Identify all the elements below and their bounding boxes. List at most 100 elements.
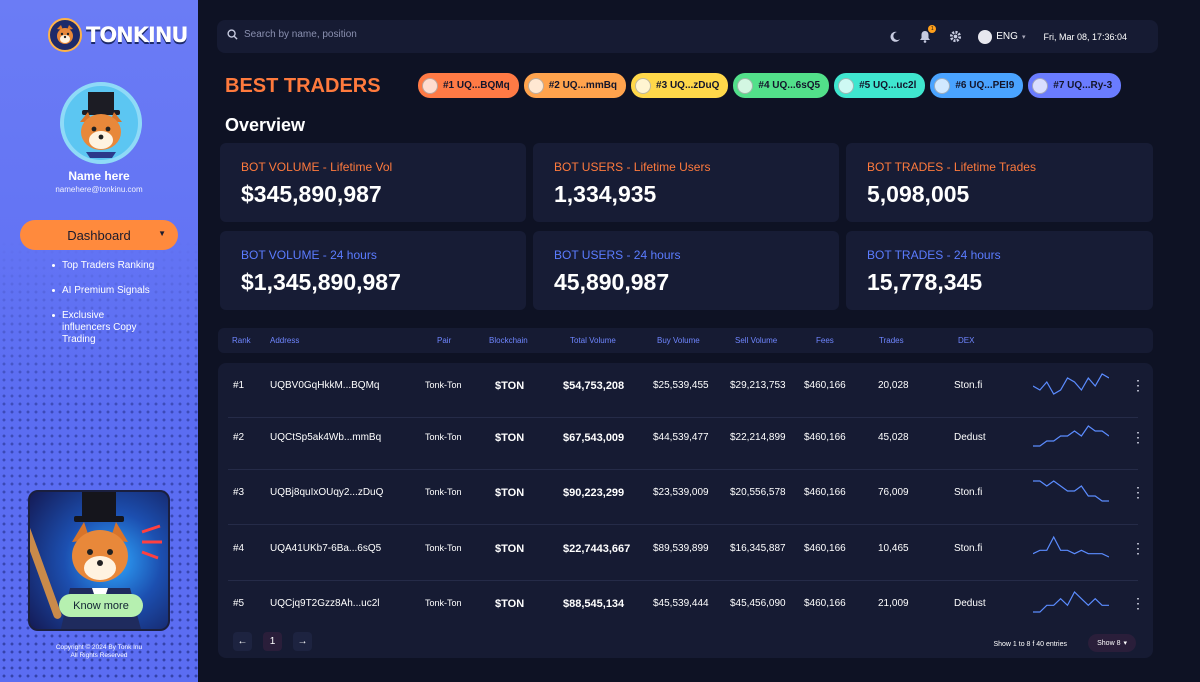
- more-options-icon[interactable]: ⋮: [1131, 429, 1145, 445]
- col-rank[interactable]: Rank: [232, 336, 251, 345]
- stat-label: BOT USERS - Lifetime Users: [554, 160, 711, 174]
- trader-pill[interactable]: #2 UQ...mmBq: [523, 73, 627, 98]
- sub-nav: Top Traders Ranking AI Premium Signals E…: [52, 260, 192, 346]
- cell-dex: Ston.fi: [954, 380, 983, 391]
- prev-page-button[interactable]: ←: [233, 632, 252, 651]
- col-buy-volume[interactable]: Buy Volume: [657, 336, 700, 345]
- trader-avatar-icon: [1032, 77, 1049, 94]
- col-fees[interactable]: Fees: [816, 336, 834, 345]
- user-email: namehere@tonkinu.com: [55, 185, 143, 194]
- cell-sell-volume: $29,213,753: [730, 380, 786, 391]
- theme-toggle[interactable]: [880, 31, 910, 43]
- col-trades[interactable]: Trades: [879, 336, 904, 345]
- stat-label: BOT TRADES - 24 hours: [867, 248, 1001, 262]
- copyright: Copyright © 2024 By Tonk Inu All Rights …: [0, 644, 198, 660]
- dashboard-button[interactable]: Dashboard ▼: [20, 220, 178, 250]
- table-row[interactable]: #3 UQBj8quIxOUqy2...zDuQ Tonk-Ton $TON $90,2…: [218, 470, 1153, 525]
- cell-address[interactable]: UQBV0GqHkkM...BQMq: [270, 380, 380, 391]
- cell-trades: 76,009: [878, 487, 909, 498]
- cell-address[interactable]: UQBj8quIxOUqy2...zDuQ: [270, 487, 384, 498]
- stat-card: BOT VOLUME - 24 hours $1,345,890,987: [220, 231, 526, 310]
- trader-pill-label: #2 UQ...mmBq: [548, 80, 618, 91]
- cell-pair: Tonk-Ton: [425, 487, 462, 497]
- trader-pill-label: #6 UQ...PEI9: [955, 80, 1015, 91]
- avatar[interactable]: [60, 82, 142, 164]
- shiba-avatar-icon: [80, 92, 122, 158]
- trader-pill-label: #1 UQ...BQMq: [443, 80, 510, 91]
- stat-value: 1,334,935: [554, 181, 657, 207]
- nav-item-ai-signals[interactable]: AI Premium Signals: [52, 285, 192, 297]
- page-size-select[interactable]: Show 8 ▾: [1088, 634, 1136, 652]
- chevron-down-icon: ▾: [1123, 640, 1127, 647]
- col-blockchain[interactable]: Blockchain: [489, 336, 528, 345]
- cell-rank: #4: [233, 543, 245, 554]
- table-row[interactable]: #1 UQBV0GqHkkM...BQMq Tonk-Ton $TON $54,753,…: [218, 363, 1153, 418]
- trader-avatar-icon: [422, 77, 438, 94]
- cell-blockchain: $TON: [495, 432, 525, 444]
- sparkline-chart: [1033, 425, 1109, 447]
- cell-sell-volume: $20,556,578: [730, 487, 786, 498]
- cell-address[interactable]: UQCtSp5ak4Wb...mmBq: [270, 432, 382, 443]
- sparkline-chart: [1033, 480, 1109, 502]
- col-address[interactable]: Address: [270, 336, 300, 345]
- col-pair[interactable]: Pair: [437, 336, 452, 345]
- stat-value: $345,890,987: [241, 181, 382, 207]
- more-options-icon[interactable]: ⋮: [1131, 540, 1145, 556]
- stat-label: BOT VOLUME - Lifetime Vol: [241, 160, 393, 174]
- search-bar[interactable]: Search by name, position: [227, 29, 357, 40]
- col-total-volume[interactable]: Total Volume: [570, 336, 616, 345]
- trader-pill[interactable]: #3 UQ...zDuQ: [631, 73, 729, 98]
- page-number-button[interactable]: 1: [263, 632, 282, 651]
- pagination: ← 1 →: [233, 632, 312, 651]
- sidebar: TONKINU Name here namehere@tonkinu.com D…: [0, 0, 198, 682]
- more-options-icon[interactable]: ⋮: [1131, 484, 1145, 500]
- know-more-button[interactable]: Know more: [59, 594, 143, 617]
- cell-dex: Ston.fi: [954, 543, 983, 554]
- notifications-button[interactable]: 1: [910, 25, 940, 43]
- cell-address[interactable]: UQA41UKb7-6Ba...6sQ5: [270, 543, 382, 554]
- sparkline-line: [1033, 425, 1109, 447]
- cell-sell-volume: $16,345,887: [730, 543, 786, 554]
- table-row[interactable]: #5 UQCjq9T2Gzz8Ah...uc2l Tonk-Ton $TON $88,5…: [218, 581, 1153, 636]
- nav-item-copy-trading[interactable]: Exclusive influencers Copy Trading: [52, 310, 148, 346]
- cell-address[interactable]: UQCjq9T2Gzz8Ah...uc2l: [270, 598, 380, 609]
- stat-label: BOT USERS - 24 hours: [554, 248, 681, 262]
- dashboard-label: Dashboard: [67, 227, 131, 243]
- language-label: ENG: [996, 31, 1018, 42]
- settings-button[interactable]: [940, 30, 970, 43]
- sparkline-chart: [1033, 373, 1109, 395]
- nav-item-top-traders[interactable]: Top Traders Ranking: [52, 260, 192, 272]
- trader-pill[interactable]: #7 UQ...Ry-3: [1028, 73, 1122, 98]
- trader-pill[interactable]: #1 UQ...BQMq: [418, 73, 519, 98]
- language-selector[interactable]: ENG ▾: [978, 29, 1026, 44]
- trader-pill-label: #3 UQ...zDuQ: [656, 80, 720, 91]
- next-page-button[interactable]: →: [293, 632, 312, 651]
- section-title: Overview: [225, 115, 306, 135]
- brand-logo[interactable]: TONKINU: [48, 18, 188, 52]
- chevron-down-icon: ▾: [1021, 33, 1026, 41]
- cell-rank: #1: [233, 380, 245, 391]
- cell-blockchain: $TON: [495, 380, 525, 392]
- more-options-icon[interactable]: ⋮: [1131, 595, 1145, 611]
- search-input[interactable]: Search by name, position: [244, 29, 357, 40]
- top-bar: Search by name, position 1 ENG ▾ Fri,: [217, 20, 1158, 53]
- stat-card: BOT VOLUME - Lifetime Vol $345,890,987: [220, 143, 526, 222]
- col-dex[interactable]: DEX: [958, 336, 975, 345]
- cell-total-volume: $54,753,208: [563, 380, 625, 392]
- stat-card: BOT USERS - 24 hours 45,890,987: [533, 231, 839, 310]
- trader-pill[interactable]: #6 UQ...PEI9: [930, 73, 1024, 98]
- moon-icon: [890, 31, 901, 42]
- more-options-icon[interactable]: ⋮: [1131, 377, 1145, 393]
- sparkline-line: [1033, 373, 1109, 395]
- stat-card: BOT USERS - Lifetime Users 1,334,935: [533, 143, 839, 222]
- table-row[interactable]: #2 UQCtSp5ak4Wb...mmBq Tonk-Ton $TON $67,543…: [218, 415, 1153, 470]
- col-sell-volume[interactable]: Sell Volume: [735, 336, 778, 345]
- table-row[interactable]: #4 UQA41UKb7-6Ba...6sQ5 Tonk-Ton $TON $22,74…: [218, 526, 1153, 581]
- trader-avatar-icon: [934, 77, 951, 94]
- trader-pill[interactable]: #4 UQ...6sQ5: [733, 73, 830, 98]
- trader-pill[interactable]: #5 UQ...uc2l: [834, 73, 926, 98]
- cell-trades: 20,028: [878, 380, 909, 391]
- shiba-logo-icon: [48, 18, 82, 52]
- trader-avatar-icon: [635, 77, 652, 94]
- cell-buy-volume: $89,539,899: [653, 543, 709, 554]
